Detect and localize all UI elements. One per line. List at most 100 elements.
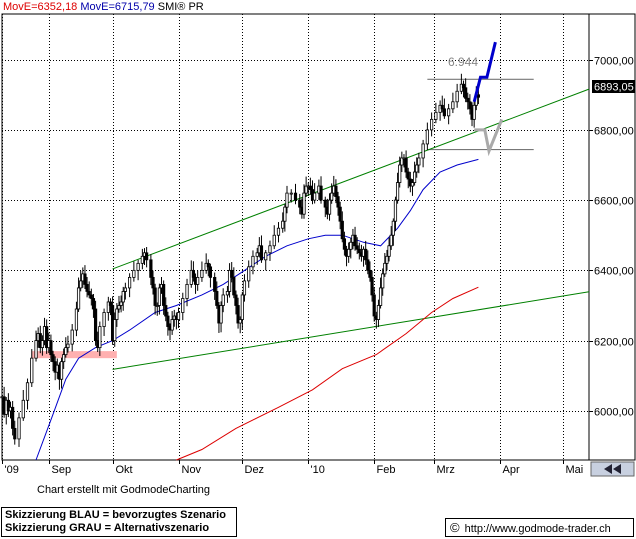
website-link[interactable]: © http://www.godmode-trader.ch	[445, 518, 634, 537]
price-bar-body	[451, 101, 455, 110]
price-bar-body	[6, 399, 10, 412]
price-bar-body	[11, 406, 15, 429]
x-gridlines	[2, 14, 564, 464]
y-tick-label: 6200,00	[594, 337, 634, 349]
price-bar-body	[368, 269, 372, 278]
scroll-left-fast-icon[interactable]	[613, 464, 621, 474]
price-bar-body	[330, 192, 334, 201]
price-bar-body	[153, 287, 157, 306]
price-bar-body	[66, 343, 70, 349]
price-bar-body	[327, 199, 332, 215]
price-bar-body	[91, 298, 96, 310]
price-bar-body	[302, 192, 306, 215]
price-bar-body	[283, 206, 287, 222]
price-bar-body	[347, 248, 351, 257]
ma-red-line	[176, 286, 479, 461]
price-bar-body	[417, 157, 421, 166]
header-legend: MovE=6352,18 MovE=6715,79 SMI® PR	[3, 1, 204, 13]
price-bar-body	[208, 266, 213, 278]
price-bar-body	[259, 245, 264, 261]
scroll-control[interactable]	[590, 461, 635, 477]
price-bar-body	[59, 361, 64, 380]
price-bar-body	[191, 269, 196, 278]
price-bar-body	[389, 234, 393, 247]
price-bar-body	[221, 294, 225, 306]
scroll-left-icon[interactable]	[604, 464, 612, 474]
price-bar-body	[242, 280, 247, 296]
price-bar-body	[272, 234, 276, 247]
x-tick-label: Nov	[182, 464, 202, 476]
price-bar-body	[145, 252, 149, 261]
price-bar-body	[85, 284, 89, 292]
price-bar-body	[430, 118, 434, 131]
price-bar-body	[472, 104, 476, 120]
trend-channel	[112, 88, 590, 370]
website-url[interactable]: http://www.godmode-trader.ch	[464, 523, 611, 535]
x-tick-label: Sep	[52, 464, 72, 476]
price-bar-body	[225, 291, 230, 296]
price-bar-body	[79, 280, 83, 289]
price-bar-body	[421, 143, 425, 159]
price-bar-body	[464, 87, 468, 99]
price-bar-body	[370, 276, 374, 296]
price-bar-body	[357, 248, 361, 254]
price-bar-body	[378, 287, 383, 306]
price-bar-body	[49, 340, 53, 356]
price-bar-body	[200, 269, 204, 278]
price-bar-body	[338, 206, 342, 222]
scenario-legend: Skizzierung BLAU = bevorzugtes Szenario …	[1, 507, 237, 537]
price-bar-body	[34, 340, 38, 359]
price-bar-body	[304, 185, 308, 194]
price-bar-body	[83, 273, 87, 285]
price-bar-body	[128, 276, 132, 289]
price-bar-body	[264, 252, 268, 261]
price-bar-body	[334, 185, 338, 198]
price-bar-body	[215, 291, 219, 306]
price-bar-body	[398, 164, 402, 183]
price-bar-body	[404, 157, 408, 173]
scenario-sketches	[472, 41, 504, 157]
price-bar-body	[149, 259, 153, 278]
price-bar-body	[176, 312, 181, 320]
price-bar-body	[313, 192, 317, 201]
price-bar-body	[170, 319, 174, 331]
price-bar-body	[117, 305, 121, 310]
support-zone-rect	[31, 351, 117, 359]
price-bar-body	[236, 305, 240, 324]
price-bar-body	[425, 129, 429, 145]
price-bar-body	[74, 308, 79, 331]
scenario-gray-path	[474, 118, 504, 157]
price-bar-body	[98, 326, 102, 349]
price-bar-body	[342, 238, 347, 250]
price-bar-body	[447, 108, 451, 117]
price-bar-body	[115, 308, 119, 320]
price-bar-body	[400, 157, 404, 166]
price-bar-body	[376, 305, 381, 320]
price-bar-body	[113, 319, 117, 341]
price-bar-body	[132, 269, 136, 278]
x-tick-label: Feb	[377, 464, 396, 476]
price-bar-body	[76, 287, 81, 310]
price-bar-body	[123, 287, 127, 292]
price-bar-body	[17, 417, 21, 440]
price-bar-body	[353, 234, 357, 247]
price-bar-body	[25, 382, 30, 401]
price-bar-body	[395, 182, 400, 201]
price-bar-body	[383, 262, 387, 275]
x-tick-label: Apr	[503, 464, 520, 476]
price-bar-body	[461, 83, 466, 89]
y-tick-label: 6800,00	[594, 126, 634, 138]
x-tick-label: Mai	[566, 464, 584, 476]
price-bar-body	[240, 294, 244, 320]
price-bar-body	[70, 329, 74, 345]
price-bar-body	[40, 340, 45, 349]
x-tick-label: Okt	[116, 464, 133, 476]
x-tick-labels: '09 Sep Okt Nov Dez '10 Feb Mrz Apr Mai	[5, 464, 584, 476]
last-price-label: 6893,05	[594, 82, 634, 94]
price-bar-body	[372, 294, 376, 317]
price-bar-body	[21, 399, 25, 419]
price-bar-body	[89, 294, 93, 299]
price-bar-body	[108, 301, 113, 306]
price-bar-body	[162, 284, 166, 306]
